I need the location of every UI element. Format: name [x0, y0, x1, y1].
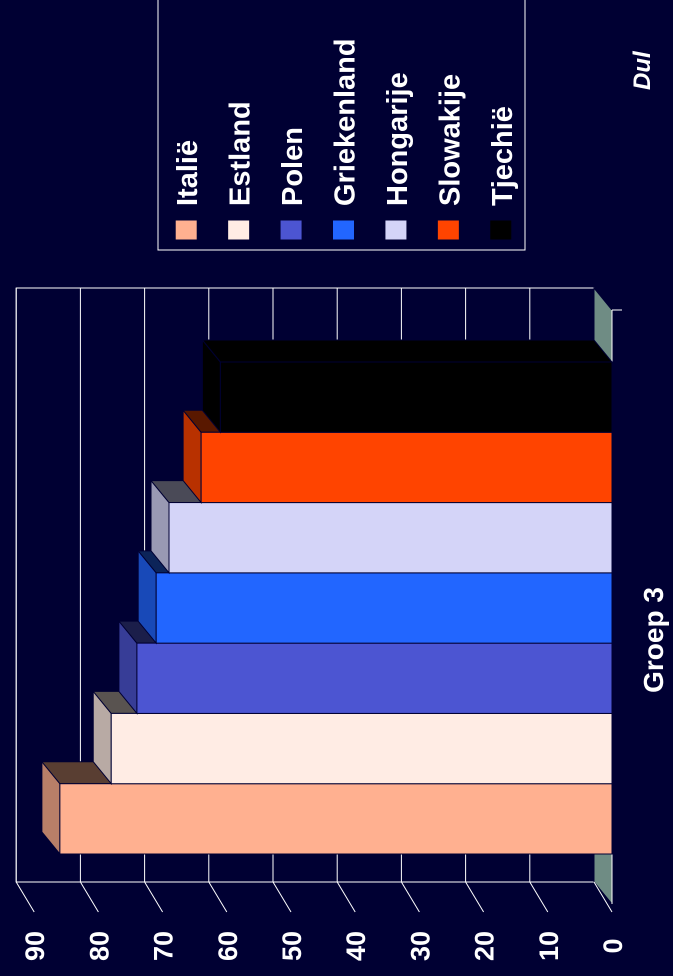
legend-swatch [174, 219, 198, 241]
tick-mark [529, 881, 549, 913]
legend-item: Italië [172, 140, 204, 241]
y-tick-label: 60 [213, 931, 243, 961]
legend-label: Estland [225, 101, 257, 206]
bar-front-face [168, 502, 613, 574]
tick-mark [336, 881, 356, 913]
bar-front-face [110, 712, 613, 785]
legend-swatch [436, 219, 460, 241]
tick-mark [400, 881, 420, 913]
legend-item: Estland [225, 101, 257, 241]
bar-side-face [201, 339, 614, 363]
legend-item: Slowakije [434, 74, 466, 241]
legend-label: Hongarije [382, 72, 414, 206]
y-tick-label: 90 [20, 931, 50, 961]
tick-mark [79, 881, 99, 913]
legend-item: Polen [277, 127, 309, 241]
tick-mark [593, 881, 613, 913]
legend-label: Slowakije [434, 74, 466, 206]
legend-swatch [332, 219, 355, 241]
legend-label: Griekenland [330, 38, 362, 206]
legend-item: Hongarije [382, 72, 414, 241]
x-axis-label: Groep 3 [638, 587, 669, 693]
legend-swatch [489, 219, 513, 241]
bars [40, 338, 614, 856]
tick-mark [15, 881, 35, 913]
legend: Italië Estland Polen Griekenland Hongarije Sl… [157, 0, 526, 251]
tick-mark [144, 881, 164, 913]
y-tick-label: 70 [149, 931, 179, 961]
legend-swatch [279, 219, 303, 241]
y-tick-label: 30 [405, 931, 435, 961]
y-tick-label: 40 [341, 931, 371, 961]
tick-mark [465, 881, 485, 913]
legend-label: Tjechië [487, 106, 519, 206]
bar-6 [201, 338, 614, 434]
y-axis-ticks: 0 10 20 30 40 50 60 70 80 90 [20, 931, 628, 961]
y-tick-label: 0 [598, 938, 628, 953]
bar-front-face [155, 572, 613, 644]
legend-item: Tjechië [487, 106, 519, 241]
y-tick-label: 20 [470, 931, 500, 961]
legend-box [157, 0, 526, 251]
tick-mark [208, 881, 228, 913]
legend-label: Italië [172, 140, 204, 206]
y-tick-label: 50 [277, 931, 307, 961]
legend-label: Polen [277, 127, 309, 206]
bar-front-face [219, 361, 613, 433]
bar-front-face [136, 642, 613, 714]
bar-front-face [200, 431, 613, 504]
y-tick-label: 10 [534, 931, 564, 961]
bar-front-face [59, 783, 613, 855]
legend-item: Griekenland [330, 38, 362, 241]
brand-text: Dul [629, 50, 656, 90]
tick-mark [272, 881, 292, 913]
legend-swatch [384, 219, 408, 241]
y-tick-label: 80 [84, 931, 114, 961]
legend-swatch [227, 219, 251, 241]
